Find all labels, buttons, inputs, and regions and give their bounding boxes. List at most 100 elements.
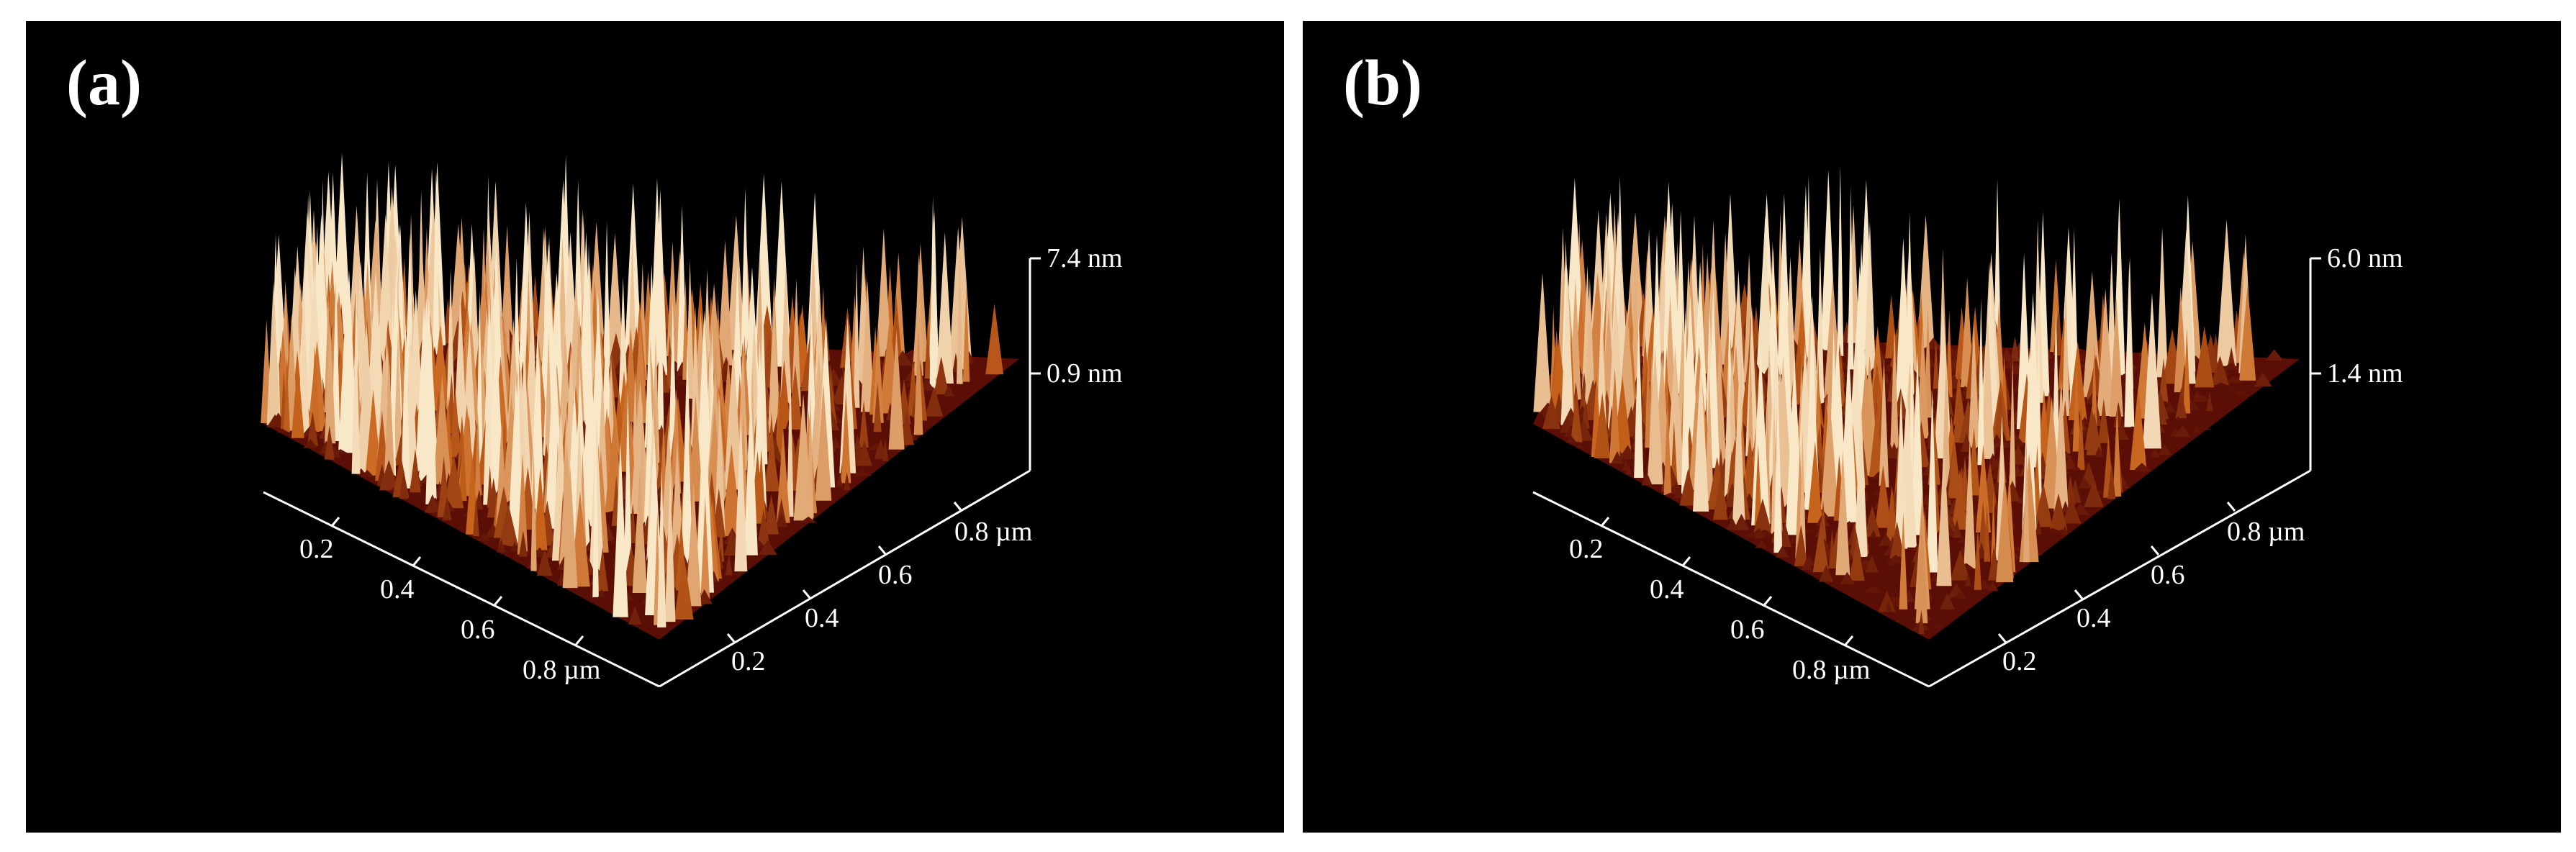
surface-spike — [303, 439, 318, 448]
surface-spike — [291, 358, 304, 438]
surface-spike — [2264, 349, 2284, 361]
surface-spike — [473, 494, 479, 537]
surface-spike — [442, 496, 452, 520]
surface-spike — [839, 317, 857, 473]
surface-spike — [1987, 581, 1999, 592]
surface-spike — [985, 303, 1004, 375]
surface-spike — [1618, 445, 1637, 460]
surface-spike — [929, 195, 936, 391]
y-tick-a-1: 0.4 — [805, 603, 839, 633]
surface-spike — [1807, 441, 1823, 523]
surface-spike — [517, 453, 528, 555]
surface-spike — [379, 459, 399, 491]
surface-spike — [1848, 538, 1865, 581]
surface-spikes-a — [261, 153, 1019, 640]
surface-spike — [602, 221, 611, 396]
surface-spike — [2077, 404, 2085, 471]
surface-spike — [726, 215, 746, 350]
surface-spike — [562, 464, 578, 589]
surface-spike — [714, 395, 726, 538]
surface-spike — [425, 328, 437, 504]
surface-spike — [2145, 461, 2153, 464]
surface-spike — [1885, 599, 1892, 612]
surface-spike — [1754, 527, 1766, 539]
surface-spike — [788, 364, 803, 430]
surface-spike — [1645, 349, 1652, 448]
x-tick-a-1: 0.4 — [380, 574, 415, 604]
surface-spike — [630, 381, 651, 514]
surface-spike — [860, 280, 875, 412]
surface-spike — [1910, 351, 1925, 535]
surface-spike — [1848, 186, 1854, 370]
surface-spike — [721, 443, 742, 537]
surface-spike — [1952, 519, 1962, 538]
surface-spike — [446, 268, 455, 418]
surface-spike — [657, 466, 666, 627]
surface-spike — [774, 513, 788, 527]
surface-spike — [1963, 438, 1976, 569]
surface-spike — [2227, 347, 2236, 368]
surface-spike — [2159, 443, 2178, 445]
surface-spike — [1948, 437, 1961, 499]
surface-spike — [518, 530, 528, 557]
surface-spike — [2239, 284, 2256, 381]
surface-spike — [533, 468, 548, 550]
surface-spike — [1812, 520, 1830, 572]
y-tick-a-2: 0.6 — [878, 560, 913, 590]
surface-spike — [2189, 402, 2199, 411]
surface-spike — [674, 554, 694, 620]
surface-spike — [535, 355, 544, 530]
surface-spike — [2077, 477, 2092, 489]
z-max-label-a: 7.4 nm — [1047, 243, 1123, 273]
surface-spike — [307, 411, 319, 446]
surface-spike — [309, 345, 320, 432]
surface-spike — [718, 512, 724, 562]
x-tick-b-1: 0.4 — [1650, 574, 1684, 604]
surface-spike — [913, 327, 923, 435]
panel-label-a: (a) — [66, 47, 142, 119]
surface-spike — [2174, 425, 2191, 438]
surface-spike — [1870, 530, 1877, 538]
surface-spike — [2175, 387, 2187, 419]
surface-spike — [2157, 444, 2172, 456]
surface-spike — [1775, 545, 1789, 558]
surface-spike — [1713, 475, 1728, 520]
surface-spike — [1993, 390, 2007, 443]
surface-spike — [2072, 363, 2081, 452]
surface-spike — [332, 268, 340, 442]
surface-spike — [2097, 399, 2110, 443]
surface-spike — [1748, 345, 1754, 468]
surface-spike — [1820, 395, 1839, 517]
y-tick-a-3: 0.8 µm — [954, 517, 1033, 547]
z-mid-label-b: 1.4 nm — [2327, 358, 2403, 389]
surface-spike — [764, 494, 779, 535]
surface-spike — [393, 328, 403, 461]
surface-spike — [2091, 343, 2097, 434]
surface-spike — [1926, 389, 1938, 573]
surface-spike — [401, 323, 410, 489]
surface-spike — [1754, 444, 1762, 526]
surface-spike — [2156, 227, 2168, 378]
afm-panel-b: (b) 6.0 nm 1.4 nm 0.2 0.4 0.6 0.8 µm 0.2… — [1303, 21, 2561, 833]
surface-spike — [2254, 372, 2272, 387]
surface-spike — [1571, 390, 1583, 443]
surface-spike — [1757, 216, 1773, 378]
surface-spike — [2094, 446, 2105, 458]
surface-spike — [1917, 322, 1929, 439]
surface-spike — [2010, 336, 2020, 362]
surface-spike — [2142, 293, 2161, 449]
surface-spike — [853, 263, 860, 408]
surface-spike — [873, 382, 882, 432]
afm-surface-a — [261, 153, 1041, 688]
surface-spike — [2221, 362, 2241, 370]
surface-spike — [943, 384, 955, 396]
x-tick-a-2: 0.6 — [461, 615, 495, 645]
surface-spike — [656, 245, 664, 431]
surface-spike — [1939, 593, 1956, 610]
surface-spike — [1663, 399, 1672, 496]
surface-spike — [859, 400, 869, 448]
surface-spike — [2023, 437, 2030, 563]
surface-spike — [791, 278, 801, 407]
panel-label-b: (b) — [1343, 47, 1422, 119]
surface-spike — [2046, 367, 2063, 371]
